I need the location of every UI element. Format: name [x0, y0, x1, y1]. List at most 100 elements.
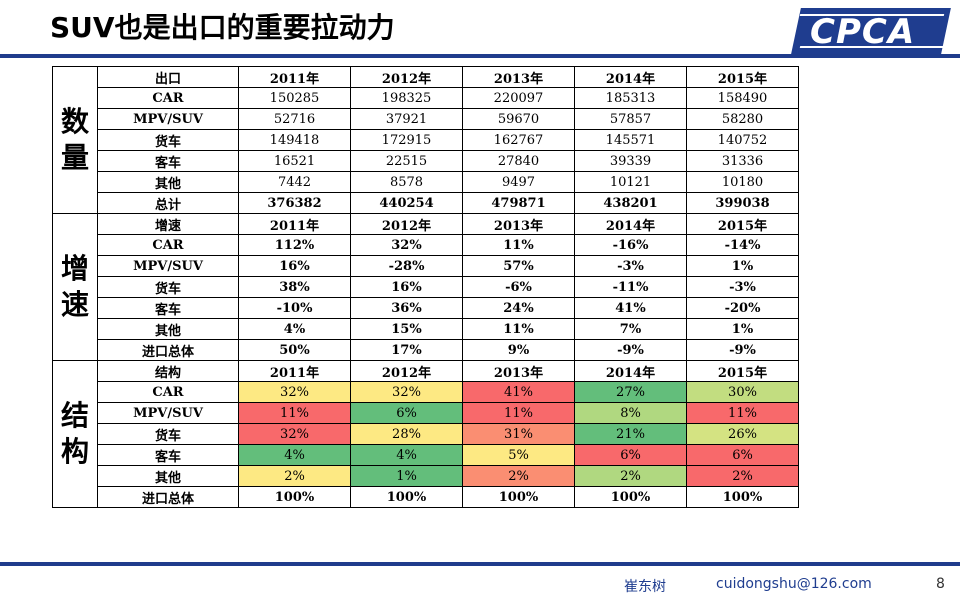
value-cell: 140752 — [686, 129, 799, 151]
table-row: MPV/SUV 16% -28% 57% -3% 1% — [53, 255, 799, 277]
section-label: 数量 — [52, 66, 98, 214]
section-label: 结构 — [52, 360, 98, 508]
value-cell: 24% — [462, 297, 575, 319]
section-label: 增速 — [52, 213, 98, 361]
header-label-cell: 出口 — [97, 66, 239, 88]
logo-text: CPCA — [810, 12, 916, 52]
value-cell: 100% — [574, 486, 687, 508]
value-cell: 11% — [238, 402, 351, 424]
value-cell: 9% — [462, 339, 575, 361]
value-cell: -28% — [350, 255, 463, 277]
value-cell: 1% — [686, 255, 799, 277]
value-cell: 4% — [238, 318, 351, 340]
value-cell: 57% — [462, 255, 575, 277]
row-label-cell: CAR — [97, 87, 239, 109]
value-cell: 32% — [350, 234, 463, 256]
value-cell: 185313 — [574, 87, 687, 109]
value-cell: 32% — [350, 381, 463, 403]
table-row: 货车 32% 28% 31% 21% 26% — [53, 423, 799, 445]
value-cell: 16% — [238, 255, 351, 277]
year-header-cell: 2015年 — [686, 360, 799, 382]
value-cell: -6% — [462, 276, 575, 298]
header-label-cell: 增速 — [97, 213, 239, 235]
value-cell: -9% — [686, 339, 799, 361]
row-label-cell: 货车 — [97, 276, 239, 298]
table-row: 客车 16521 22515 27840 39339 31336 — [53, 150, 799, 172]
year-header-cell: 2011年 — [238, 360, 351, 382]
value-cell: 38% — [238, 276, 351, 298]
value-cell: 376382 — [238, 192, 351, 214]
footer-author: 崔东树 — [624, 579, 666, 595]
value-cell: -3% — [686, 276, 799, 298]
value-cell: 32% — [238, 423, 351, 445]
table-row: 货车 38% 16% -6% -11% -3% — [53, 276, 799, 298]
value-cell: 438201 — [574, 192, 687, 214]
value-cell: -11% — [574, 276, 687, 298]
header-label-cell: 结构 — [97, 360, 239, 382]
table-row: 进口总体 100% 100% 100% 100% 100% — [53, 486, 799, 508]
row-label-cell: 其他 — [97, 318, 239, 340]
table-row: CAR 150285 198325 220097 185313 158490 — [53, 87, 799, 109]
year-header-cell: 2014年 — [574, 360, 687, 382]
cpca-logo: CPCA — [791, 8, 951, 54]
value-cell: 37921 — [350, 108, 463, 130]
value-cell: 50% — [238, 339, 351, 361]
value-cell: 7442 — [238, 171, 351, 193]
row-label-cell: 进口总体 — [97, 339, 239, 361]
value-cell: 220097 — [462, 87, 575, 109]
section-header-row: 结构结构 2011年 2012年 2013年 2014年 2015年 — [52, 360, 799, 508]
section-header-row: 增速增速 2011年 2012年 2013年 2014年 2015年 — [52, 213, 799, 361]
row-label-cell: CAR — [97, 381, 239, 403]
value-cell: 2% — [238, 465, 351, 487]
year-header-cell: 2015年 — [686, 213, 799, 235]
year-header-cell: 2012年 — [350, 360, 463, 382]
page-number: 8 — [936, 576, 945, 592]
footer-rule — [0, 562, 960, 566]
value-cell: 36% — [350, 297, 463, 319]
value-cell: 15% — [350, 318, 463, 340]
value-cell: 2% — [574, 465, 687, 487]
value-cell: 8% — [574, 402, 687, 424]
value-cell: 11% — [686, 402, 799, 424]
row-label-cell: MPV/SUV — [97, 402, 239, 424]
value-cell: 58280 — [686, 108, 799, 130]
value-cell: 8578 — [350, 171, 463, 193]
row-label-cell: 客车 — [97, 150, 239, 172]
table-row: 货车 149418 172915 162767 145571 140752 — [53, 129, 799, 151]
value-cell: 479871 — [462, 192, 575, 214]
value-cell: 100% — [350, 486, 463, 508]
value-cell: 10180 — [686, 171, 799, 193]
table-row: 其他 4% 15% 11% 7% 1% — [53, 318, 799, 340]
slide-title: SUV也是出口的重要拉动力 — [50, 11, 395, 44]
year-header-cell: 2012年 — [350, 213, 463, 235]
value-cell: 7% — [574, 318, 687, 340]
value-cell: 6% — [686, 444, 799, 466]
value-cell: 150285 — [238, 87, 351, 109]
value-cell: 26% — [686, 423, 799, 445]
value-cell: 399038 — [686, 192, 799, 214]
value-cell: 39339 — [574, 150, 687, 172]
table-row: 总计 376382 440254 479871 438201 399038 — [53, 192, 799, 214]
value-cell: 11% — [462, 234, 575, 256]
value-cell: 198325 — [350, 87, 463, 109]
year-header-cell: 2013年 — [462, 66, 575, 88]
value-cell: 27% — [574, 381, 687, 403]
year-header-cell: 2011年 — [238, 66, 351, 88]
value-cell: 41% — [574, 297, 687, 319]
row-label-cell: 进口总体 — [97, 486, 239, 508]
value-cell: 145571 — [574, 129, 687, 151]
export-data-table: 数量出口 2011年 2012年 2013年 2014年 2015年 CAR 150285 19… — [52, 66, 799, 508]
value-cell: 16521 — [238, 150, 351, 172]
value-cell: 1% — [350, 465, 463, 487]
table-row: 进口总体 50% 17% 9% -9% -9% — [53, 339, 799, 361]
year-header-cell: 2014年 — [574, 66, 687, 88]
row-label-cell: 客车 — [97, 297, 239, 319]
value-cell: -14% — [686, 234, 799, 256]
value-cell: 162767 — [462, 129, 575, 151]
table-row: CAR 32% 32% 41% 27% 30% — [53, 381, 799, 403]
row-label-cell: 其他 — [97, 465, 239, 487]
header-rule — [0, 54, 960, 58]
year-header-cell: 2014年 — [574, 213, 687, 235]
table-row: 其他 2% 1% 2% 2% 2% — [53, 465, 799, 487]
value-cell: -16% — [574, 234, 687, 256]
